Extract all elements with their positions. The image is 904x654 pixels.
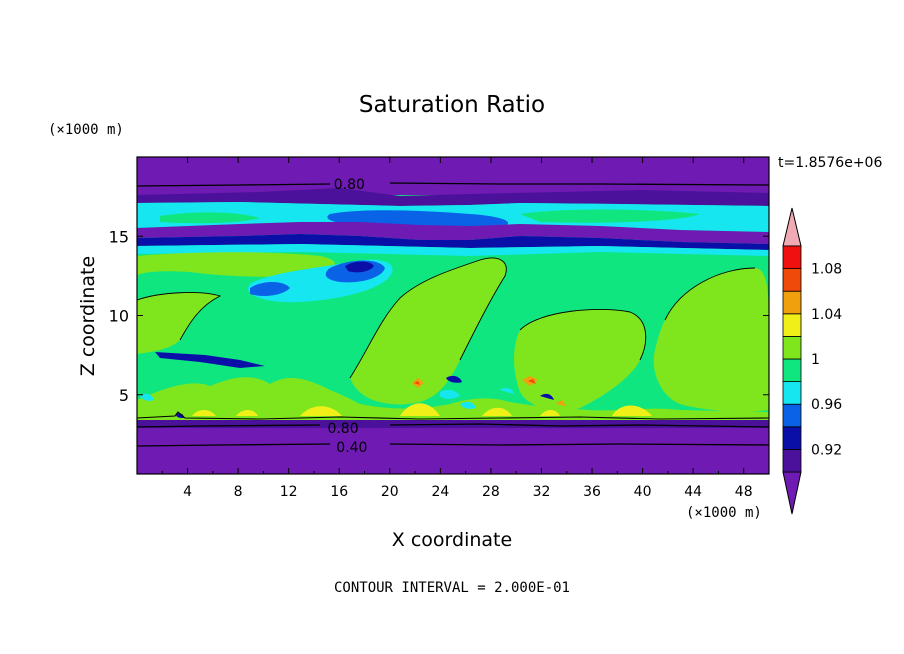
colorbar-box	[782, 335, 802, 360]
field-orange-cores	[412, 376, 566, 406]
contour-line-lower-080	[137, 423, 769, 428]
field-tropopause-cyan	[137, 244, 769, 256]
x-tick-label: 20	[381, 484, 399, 500]
field-column-center	[350, 257, 507, 405]
x-unit-label: (×1000 m)	[686, 505, 762, 521]
colorbar-box	[782, 313, 802, 337]
colorbar-box	[782, 358, 802, 383]
x-tick-label: 40	[634, 484, 652, 500]
colorbar-label: 1	[811, 352, 820, 368]
y-tick-label: 5	[119, 386, 129, 405]
x-tick-label: 44	[684, 484, 702, 500]
colorbar-box	[782, 426, 802, 450]
contour-labels: 0.80 0.80 0.40	[327, 177, 367, 456]
contour-label: 0.40	[336, 440, 367, 456]
x-axis-label: X coordinate	[392, 529, 512, 551]
y-tick-label: 10	[109, 307, 129, 326]
colorbar-box	[782, 448, 802, 473]
field-blue-blob-dark	[345, 261, 374, 273]
contour-line-cloudbase	[137, 411, 769, 420]
colorbar-extend-top	[782, 207, 802, 247]
colorbar-box	[782, 381, 802, 405]
x-tick-label: 48	[735, 484, 753, 500]
colorbar-extend-bottom	[782, 471, 802, 515]
x-tick-label: 8	[234, 484, 243, 500]
colorbar-label: 0.96	[811, 397, 842, 413]
field-bottom-layer	[137, 420, 769, 474]
field-low-green	[137, 377, 769, 420]
colorbar-label: 1.08	[811, 262, 842, 278]
contour-label: 0.80	[334, 177, 365, 193]
colorbar-label: 0.92	[811, 442, 842, 458]
x-tick-label: 12	[280, 484, 298, 500]
x-tick-label: 24	[431, 484, 449, 500]
colorbar-box	[782, 268, 802, 292]
y-unit-label: (×1000 m)	[48, 122, 124, 138]
colorbar-box	[782, 403, 802, 428]
x-tick-label: 32	[533, 484, 551, 500]
colorbar: 0.92 0.96 1 1.04 1.08	[782, 207, 842, 515]
x-axis: 4 8 12 16 20 24 28 32 36 40 44 48	[161, 157, 753, 500]
field-green-left	[137, 292, 220, 354]
field-top-layer	[137, 157, 769, 195]
contour-line-cloud-outlines	[137, 257, 756, 379]
contour-line-top	[137, 182, 769, 187]
field-upper-green-left	[137, 252, 335, 277]
contour-line-040	[137, 443, 769, 447]
x-tick-label: 28	[482, 484, 500, 500]
y-axis-label: Z coordinate	[77, 256, 99, 376]
x-tick-label: 16	[330, 484, 348, 500]
time-label: t=1.8576e+06	[778, 155, 882, 171]
chart-title: Saturation Ratio	[359, 92, 545, 118]
y-tick-label: 15	[109, 227, 129, 246]
y-axis: 5 10 15	[109, 227, 769, 405]
field-column-right	[514, 309, 646, 411]
colorbar-box	[782, 290, 802, 315]
field-yellow-cores	[192, 403, 652, 416]
contour-interval-note: CONTOUR INTERVAL = 2.000E-01	[334, 580, 570, 596]
field-top-edge	[137, 188, 769, 206]
x-tick-label: 4	[183, 484, 192, 500]
colorbar-label: 1.04	[811, 307, 842, 323]
field-upper-band-green	[160, 209, 700, 224]
field-tropopause-under	[137, 234, 769, 250]
plot-area: 0.80 0.80 0.40	[136, 156, 770, 475]
colorbar-box	[782, 245, 802, 270]
x-tick-label: 36	[583, 484, 601, 500]
field-tropopause-band	[137, 222, 769, 244]
field-streak-left	[155, 352, 265, 368]
field-column-far-right	[653, 268, 769, 412]
contour-label: 0.80	[327, 421, 358, 437]
